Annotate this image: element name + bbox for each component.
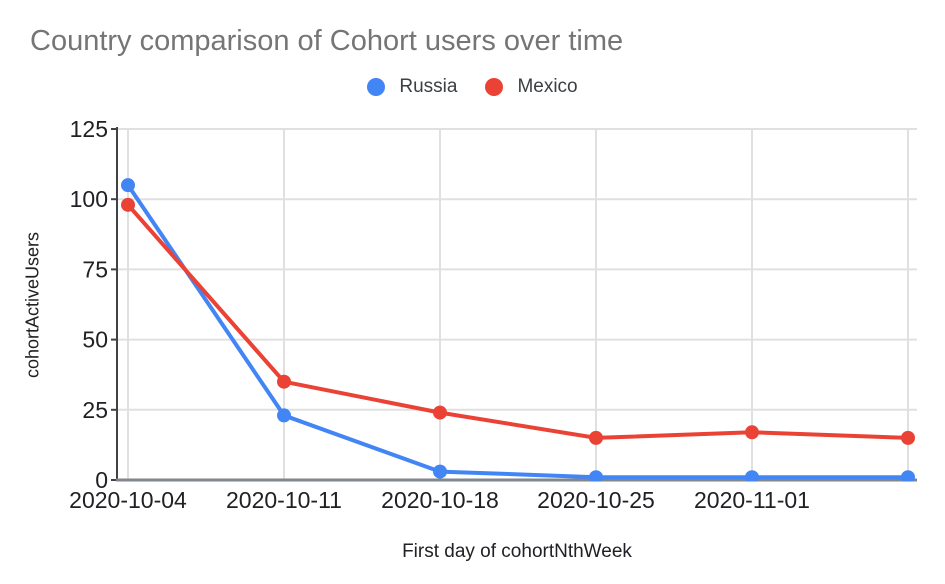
x-tick-label: 2020-10-04 bbox=[69, 487, 187, 513]
data-point-russia bbox=[121, 178, 135, 193]
data-point-russia bbox=[589, 470, 603, 482]
y-tick-label: 0 bbox=[95, 467, 108, 493]
y-tick-label: 50 bbox=[82, 327, 108, 353]
data-point-russia bbox=[433, 464, 447, 479]
legend-dot-icon bbox=[485, 78, 504, 96]
data-point-mexico bbox=[433, 405, 447, 420]
x-tick-label: 2020-11-01 bbox=[694, 487, 810, 513]
x-tick-label: 2020-10-18 bbox=[381, 487, 499, 513]
y-tick-label: 25 bbox=[82, 397, 108, 423]
legend-item-russia: Russia bbox=[367, 76, 457, 98]
data-point-mexico bbox=[745, 425, 759, 440]
legend-label: Russia bbox=[399, 76, 458, 97]
series-line-russia bbox=[126, 184, 908, 480]
series-line-mexico bbox=[126, 203, 909, 440]
legend: Russia Mexico bbox=[0, 76, 945, 98]
data-point-mexico bbox=[277, 374, 291, 389]
data-point-russia bbox=[901, 470, 915, 482]
y-tick-label: 125 bbox=[70, 116, 108, 142]
data-point-mexico bbox=[901, 430, 915, 445]
series-group bbox=[121, 178, 915, 482]
data-point-mexico bbox=[121, 197, 135, 212]
x-axis-title: First day of cohortNthWeek bbox=[402, 541, 632, 562]
data-point-mexico bbox=[589, 430, 603, 445]
y-tick-label: 100 bbox=[70, 186, 108, 212]
legend-dot-icon bbox=[367, 78, 386, 96]
y-tick-label: 75 bbox=[82, 256, 108, 282]
legend-item-mexico: Mexico bbox=[485, 76, 578, 98]
y-axis-title: cohortActiveUsers bbox=[22, 231, 43, 379]
data-point-russia bbox=[277, 408, 291, 423]
legend-label: Mexico bbox=[517, 76, 578, 97]
chart-title: Country comparison of Cohort users over … bbox=[30, 25, 624, 57]
x-tick-label: 2020-10-11 bbox=[226, 487, 342, 513]
x-tick-label: 2020-10-25 bbox=[537, 487, 655, 513]
data-point-russia bbox=[745, 470, 759, 482]
